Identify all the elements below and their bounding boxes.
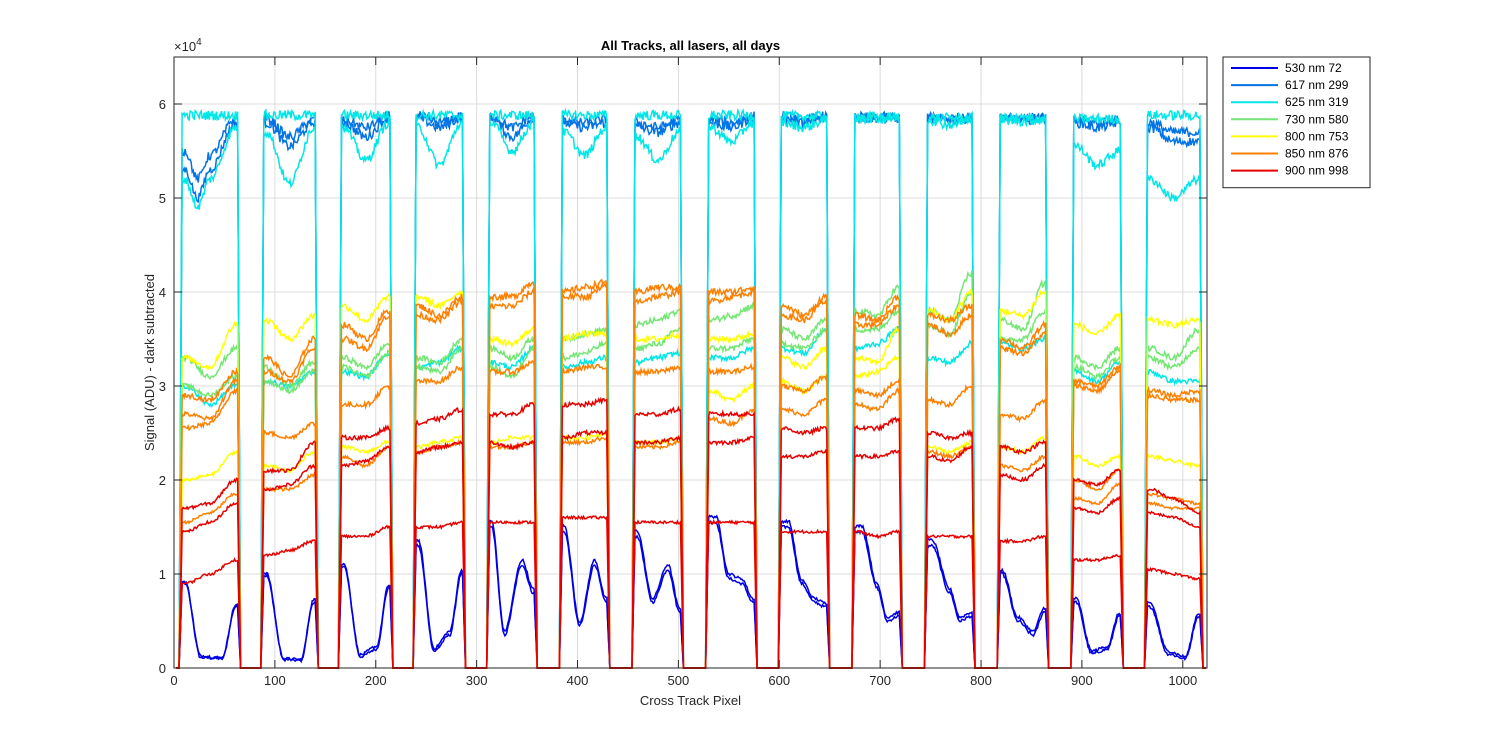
y-tick-label: 5 (159, 191, 166, 206)
y-axis-exponent: ×104 (174, 37, 202, 54)
legend-label: 617 nm 299 (1285, 78, 1349, 92)
x-axis-label: Cross Track Pixel (640, 693, 741, 708)
series-line (176, 292, 1206, 669)
x-tick-label: 800 (970, 673, 992, 688)
y-tick-label: 0 (159, 661, 166, 676)
x-tick-label: 900 (1071, 673, 1093, 688)
y-tick-label: 1 (159, 567, 166, 582)
series-line (176, 288, 1206, 669)
plot-lines (176, 107, 1206, 669)
y-tick-label: 2 (159, 473, 166, 488)
x-tick-label: 100 (264, 673, 286, 688)
y-axis-exponent-base: ×10 (174, 39, 196, 54)
y-tick-label: 3 (159, 379, 166, 394)
legend-label: 530 nm 72 (1285, 61, 1342, 75)
series-line (176, 111, 1206, 669)
series-line (176, 353, 1206, 669)
series-line (176, 386, 1206, 669)
x-tick-label: 600 (768, 673, 790, 688)
series-line (176, 519, 1206, 669)
x-tick-label: 400 (567, 673, 589, 688)
legend: 530 nm 72 617 nm 299 625 nm 319 730 nm 580 8… (1222, 56, 1371, 189)
y-tick-label: 4 (159, 285, 166, 300)
x-tick-label: 200 (365, 673, 387, 688)
series-line (176, 110, 1206, 669)
legend-label: 850 nm 876 (1285, 147, 1349, 161)
y-axis-exponent-power: 4 (196, 37, 202, 48)
series-line (176, 278, 1206, 669)
y-axis-label: Signal (ADU) - dark subtracted (142, 274, 157, 451)
series-line (176, 282, 1206, 669)
series-line (176, 428, 1206, 669)
chart-title: All Tracks, all lasers, all days (601, 38, 780, 53)
series-line (176, 270, 1206, 669)
legend-label: 625 nm 319 (1285, 95, 1349, 109)
series-line (176, 359, 1206, 669)
series-line (176, 514, 1206, 669)
x-tick-label: 300 (466, 673, 488, 688)
legend-label: 730 nm 580 (1285, 112, 1349, 126)
x-tick-label: 700 (869, 673, 891, 688)
series-line (176, 107, 1206, 669)
x-tick-label: 500 (668, 673, 690, 688)
x-tick-label: 0 (170, 673, 177, 688)
axes: 0 100 200 300 400 500 600 700 800 900 1000 0 1 2 3 4 5 6 (159, 57, 1207, 688)
series-line (176, 514, 1206, 669)
legend-box (1222, 56, 1371, 189)
series-line (176, 396, 1206, 669)
plot-frame (173, 56, 1208, 669)
grid (173, 57, 1207, 669)
series-line (176, 110, 1206, 669)
legend-label: 900 nm 998 (1285, 164, 1349, 178)
y-tick-label: 6 (159, 97, 166, 112)
legend-label: 800 nm 753 (1285, 129, 1349, 143)
series-line (176, 325, 1206, 669)
x-tick-label: 1000 (1168, 673, 1197, 688)
